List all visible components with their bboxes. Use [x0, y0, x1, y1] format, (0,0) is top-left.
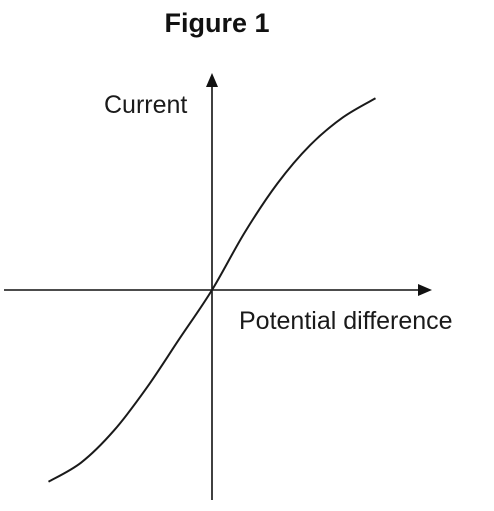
- x-axis-arrow-icon: [418, 284, 432, 296]
- figure-title: Figure 1: [164, 8, 269, 38]
- series-line: [47, 97, 377, 483]
- y-axis-label: Current: [104, 91, 187, 119]
- x-axis-label: Potential difference: [239, 307, 453, 335]
- y-axis-arrow-icon: [206, 73, 218, 87]
